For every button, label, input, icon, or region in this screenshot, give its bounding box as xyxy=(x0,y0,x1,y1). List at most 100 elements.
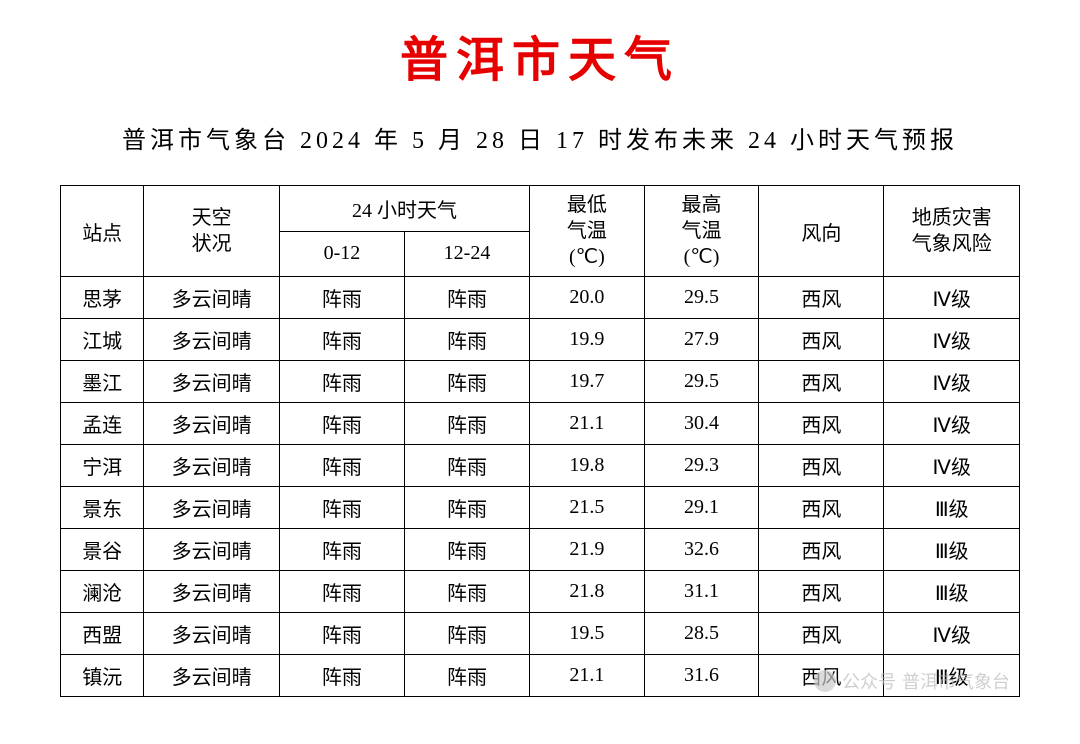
table-row: 宁洱多云间晴阵雨阵雨19.829.3西风Ⅳ级 xyxy=(61,445,1020,487)
cell-w0: 阵雨 xyxy=(279,277,404,319)
cell-wind: 西风 xyxy=(759,361,884,403)
table-row: 西盟多云间晴阵雨阵雨19.528.5西风Ⅳ级 xyxy=(61,613,1020,655)
watermark: 公众号 普洱市气象台 xyxy=(814,668,1010,694)
cell-low: 21.1 xyxy=(530,403,645,445)
table-row: 墨江多云间晴阵雨阵雨19.729.5西风Ⅳ级 xyxy=(61,361,1020,403)
cell-w1: 阵雨 xyxy=(404,445,529,487)
cell-station: 思茅 xyxy=(61,277,144,319)
cell-low: 21.5 xyxy=(530,487,645,529)
cell-w1: 阵雨 xyxy=(404,613,529,655)
cell-station: 墨江 xyxy=(61,361,144,403)
cell-risk: Ⅳ级 xyxy=(884,445,1020,487)
page-title: 普洱市天气 xyxy=(60,20,1020,90)
cell-low: 19.5 xyxy=(530,613,645,655)
cell-risk: Ⅳ级 xyxy=(884,613,1020,655)
cell-sky: 多云间晴 xyxy=(144,277,280,319)
watermark-prefix: 公众号 xyxy=(842,668,896,694)
cell-risk: Ⅳ级 xyxy=(884,361,1020,403)
table-row: 孟连多云间晴阵雨阵雨21.130.4西风Ⅳ级 xyxy=(61,403,1020,445)
cell-high: 29.5 xyxy=(644,361,759,403)
cell-w1: 阵雨 xyxy=(404,529,529,571)
table-header: 站点 天空 状况 24 小时天气 最低 气温 (℃) 最高 气温 (℃) 风向 … xyxy=(61,186,1020,277)
header-risk: 地质灾害 气象风险 xyxy=(884,186,1020,277)
cell-sky: 多云间晴 xyxy=(144,529,280,571)
header-sky-line2: 状况 xyxy=(148,231,275,257)
header-high-line1: 最高 xyxy=(649,192,755,218)
cell-w1: 阵雨 xyxy=(404,571,529,613)
header-low-line2: 气温 xyxy=(534,218,640,244)
cell-risk: Ⅲ级 xyxy=(884,529,1020,571)
header-risk-line1: 地质灾害 xyxy=(888,205,1015,231)
cell-high: 29.5 xyxy=(644,277,759,319)
table-row: 景谷多云间晴阵雨阵雨21.932.6西风Ⅲ级 xyxy=(61,529,1020,571)
cell-w0: 阵雨 xyxy=(279,613,404,655)
cell-risk: Ⅲ级 xyxy=(884,487,1020,529)
cell-w0: 阵雨 xyxy=(279,319,404,361)
cell-w1: 阵雨 xyxy=(404,487,529,529)
watermark-name: 普洱市气象台 xyxy=(902,668,1010,694)
cell-w0: 阵雨 xyxy=(279,445,404,487)
cell-wind: 西风 xyxy=(759,571,884,613)
table-row: 澜沧多云间晴阵雨阵雨21.831.1西风Ⅲ级 xyxy=(61,571,1020,613)
cell-high: 28.5 xyxy=(644,613,759,655)
cell-station: 江城 xyxy=(61,319,144,361)
cell-station: 宁洱 xyxy=(61,445,144,487)
header-low-line3: (℃) xyxy=(534,244,640,270)
cell-sky: 多云间晴 xyxy=(144,403,280,445)
cell-low: 19.7 xyxy=(530,361,645,403)
wechat-icon xyxy=(814,670,836,692)
cell-low: 20.0 xyxy=(530,277,645,319)
cell-sky: 多云间晴 xyxy=(144,319,280,361)
header-high-line2: 气温 xyxy=(649,218,755,244)
cell-risk: Ⅲ级 xyxy=(884,571,1020,613)
table-body: 思茅多云间晴阵雨阵雨20.029.5西风Ⅳ级江城多云间晴阵雨阵雨19.927.9… xyxy=(61,277,1020,697)
page-subtitle: 普洱市气象台 2024 年 5 月 28 日 17 时发布未来 24 小时天气预… xyxy=(60,120,1020,155)
header-sky-line1: 天空 xyxy=(148,205,275,231)
cell-sky: 多云间晴 xyxy=(144,445,280,487)
cell-low: 21.9 xyxy=(530,529,645,571)
cell-station: 澜沧 xyxy=(61,571,144,613)
cell-wind: 西风 xyxy=(759,487,884,529)
cell-sky: 多云间晴 xyxy=(144,487,280,529)
cell-station: 景谷 xyxy=(61,529,144,571)
cell-w0: 阵雨 xyxy=(279,487,404,529)
cell-wind: 西风 xyxy=(759,319,884,361)
header-wind: 风向 xyxy=(759,186,884,277)
cell-w0: 阵雨 xyxy=(279,655,404,697)
table-row: 江城多云间晴阵雨阵雨19.927.9西风Ⅳ级 xyxy=(61,319,1020,361)
cell-high: 29.1 xyxy=(644,487,759,529)
cell-risk: Ⅳ级 xyxy=(884,277,1020,319)
header-low-line1: 最低 xyxy=(534,192,640,218)
header-weather-group: 24 小时天气 xyxy=(279,186,529,232)
cell-station: 孟连 xyxy=(61,403,144,445)
cell-high: 31.6 xyxy=(644,655,759,697)
cell-w1: 阵雨 xyxy=(404,277,529,319)
header-high-line3: (℃) xyxy=(649,244,755,270)
cell-high: 29.3 xyxy=(644,445,759,487)
cell-high: 32.6 xyxy=(644,529,759,571)
cell-risk: Ⅳ级 xyxy=(884,403,1020,445)
table-row: 景东多云间晴阵雨阵雨21.529.1西风Ⅲ级 xyxy=(61,487,1020,529)
cell-w0: 阵雨 xyxy=(279,571,404,613)
cell-wind: 西风 xyxy=(759,445,884,487)
cell-low: 19.9 xyxy=(530,319,645,361)
cell-station: 镇沅 xyxy=(61,655,144,697)
cell-wind: 西风 xyxy=(759,277,884,319)
cell-wind: 西风 xyxy=(759,613,884,655)
cell-low: 19.8 xyxy=(530,445,645,487)
header-sky: 天空 状况 xyxy=(144,186,280,277)
header-high-temp: 最高 气温 (℃) xyxy=(644,186,759,277)
header-risk-line2: 气象风险 xyxy=(888,231,1015,257)
cell-risk: Ⅳ级 xyxy=(884,319,1020,361)
cell-wind: 西风 xyxy=(759,529,884,571)
cell-w1: 阵雨 xyxy=(404,403,529,445)
forecast-table: 站点 天空 状况 24 小时天气 最低 气温 (℃) 最高 气温 (℃) 风向 … xyxy=(60,185,1020,697)
cell-sky: 多云间晴 xyxy=(144,361,280,403)
cell-station: 景东 xyxy=(61,487,144,529)
cell-sky: 多云间晴 xyxy=(144,613,280,655)
cell-w1: 阵雨 xyxy=(404,655,529,697)
cell-sky: 多云间晴 xyxy=(144,655,280,697)
cell-high: 27.9 xyxy=(644,319,759,361)
cell-wind: 西风 xyxy=(759,403,884,445)
cell-low: 21.8 xyxy=(530,571,645,613)
